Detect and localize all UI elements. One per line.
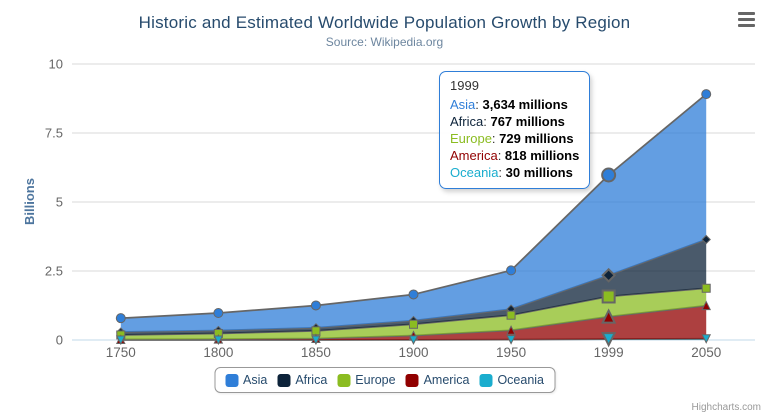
hamburger-icon: [738, 17, 755, 21]
tooltip-series-name: Oceania: [450, 165, 499, 180]
tooltip-series-name: America: [450, 148, 498, 163]
tooltip-value: 30 millions: [505, 165, 573, 180]
marker-square[interactable]: [506, 310, 516, 320]
tooltip-separator: :: [491, 131, 500, 146]
marker-triangle-down[interactable]: [701, 334, 712, 344]
tooltip-series-name: Asia: [450, 97, 476, 112]
tooltip-row-oceania: Oceania: 30 millions: [450, 164, 579, 181]
legend-item-america[interactable]: America: [405, 373, 470, 387]
marker-circle[interactable]: [506, 265, 517, 276]
tooltip-separator: :: [497, 148, 505, 163]
legend-swatch: [337, 373, 351, 387]
marker-diamond[interactable]: [701, 234, 711, 245]
marker-circle[interactable]: [213, 308, 224, 319]
marker-triangle[interactable]: [506, 325, 516, 335]
y-axis-label: 10: [49, 57, 63, 72]
legend-label: Asia: [243, 373, 268, 387]
x-axis-label: 1750: [106, 345, 136, 360]
area-fill: [120, 239, 707, 335]
tooltip-row-africa: Africa: 767 millions: [450, 113, 579, 130]
legend-swatch: [225, 373, 238, 387]
tooltip-value: 3,634 millions: [482, 97, 568, 112]
x-axis-label: 1850: [301, 345, 331, 360]
tooltip-series-name: Europe: [450, 131, 492, 146]
marker-square[interactable]: [601, 289, 616, 304]
legend-item-africa[interactable]: Africa: [277, 373, 327, 387]
legend-item-oceania[interactable]: Oceania: [479, 373, 544, 387]
tooltip-separator: :: [498, 165, 506, 180]
marker-circle[interactable]: [408, 289, 419, 300]
legend-swatch: [479, 373, 493, 387]
legend-swatch: [277, 373, 291, 387]
marker-diamond[interactable]: [601, 267, 617, 283]
legend-item-europe[interactable]: Europe: [337, 373, 396, 387]
tooltip-series-name: Africa: [450, 114, 484, 129]
y-axis-label: 7.5: [45, 126, 63, 141]
marker-triangle-down[interactable]: [506, 335, 516, 345]
x-axis-label: 1950: [496, 345, 526, 360]
marker-triangle[interactable]: [701, 300, 712, 311]
marker-triangle-down[interactable]: [311, 335, 321, 346]
marker-circle[interactable]: [310, 300, 321, 311]
chart-title: Historic and Estimated Worldwide Populat…: [138, 13, 631, 32]
tooltip-row-europe: Europe: 729 millions: [450, 130, 579, 147]
tooltip-value: 729 millions: [499, 131, 574, 146]
hamburger-icon: [738, 11, 755, 15]
marker-circle[interactable]: [115, 313, 126, 324]
hamburger-icon: [738, 23, 755, 27]
legend-swatch: [405, 373, 419, 387]
marker-square[interactable]: [701, 283, 711, 293]
legend-item-asia[interactable]: Asia: [225, 373, 267, 387]
marker-triangle-down[interactable]: [408, 335, 419, 345]
marker-triangle[interactable]: [601, 308, 617, 324]
x-axis-label: 1800: [203, 345, 233, 360]
area-fill: [120, 305, 707, 340]
legend-label: America: [423, 373, 470, 387]
tooltip-row-america: America: 818 millions: [450, 147, 579, 164]
marker-square[interactable]: [409, 319, 418, 329]
legend: Asia Africa Europe America Oceania: [214, 367, 555, 393]
credits-link[interactable]: Highcharts.com: [691, 402, 761, 413]
legend-label: Oceania: [497, 373, 544, 387]
area-fill: [120, 94, 707, 333]
y-axis-label: 5: [56, 195, 63, 210]
export-menu-button[interactable]: [735, 8, 759, 30]
marker-circle[interactable]: [701, 89, 712, 100]
y-axis-label: 0: [56, 333, 63, 348]
marker-triangle-down[interactable]: [601, 332, 617, 348]
y-axis-label: 2.5: [45, 264, 63, 279]
x-axis-label: 1900: [398, 345, 428, 360]
tooltip-value: 767 millions: [490, 114, 565, 129]
marker-triangle-down[interactable]: [115, 335, 126, 346]
tooltip: 1999 Asia: 3,634 millions Africa: 767 mil…: [439, 71, 591, 189]
tooltip-value: 818 millions: [504, 148, 580, 163]
legend-label: Africa: [295, 373, 328, 387]
tooltip-row-asia: Asia: 3,634 millions: [450, 96, 579, 113]
x-axis-label: 2050: [691, 345, 721, 360]
marker-triangle-down[interactable]: [213, 335, 224, 346]
chart-subtitle: Source: Wikipedia.org: [325, 35, 444, 49]
tooltip-header: 1999: [450, 78, 479, 93]
tooltip-separator: :: [483, 114, 491, 129]
legend-label: Europe: [355, 373, 396, 387]
marker-circle[interactable]: [601, 167, 617, 183]
tooltip-separator: :: [475, 97, 483, 112]
x-axis-label: 1999: [594, 345, 624, 360]
tooltip-rows: Asia: 3,634 millions Africa: 767 millions…: [450, 96, 579, 181]
